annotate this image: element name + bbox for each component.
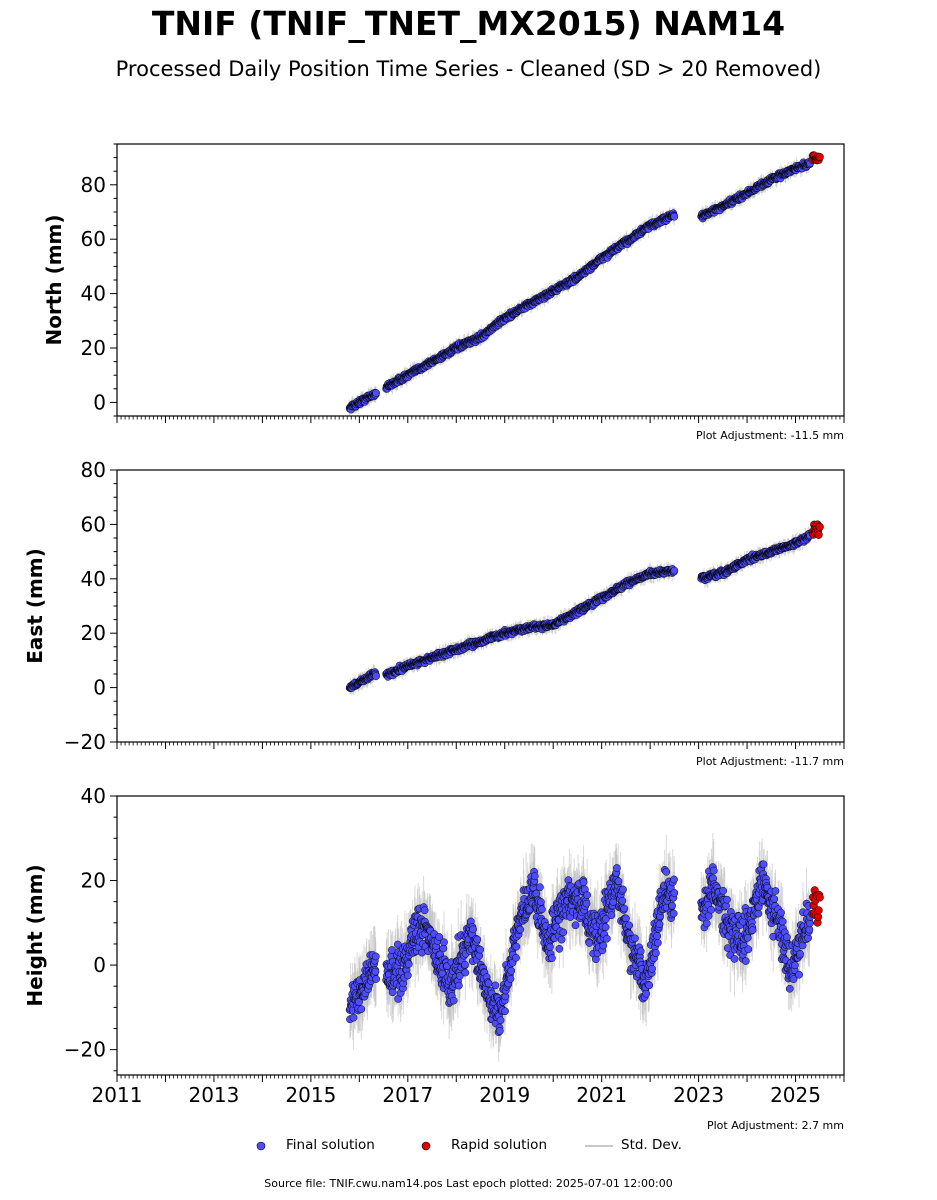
north-y-tick-label: 60 <box>81 227 106 251</box>
east-rapid-point <box>815 522 824 531</box>
north-rapid-point <box>815 152 824 162</box>
north-data-layer <box>345 151 824 416</box>
north-final-point <box>670 212 679 221</box>
north-y-tick-label: 40 <box>81 282 106 306</box>
east-final-point <box>372 672 380 680</box>
north-y-tick-label: 80 <box>81 173 106 197</box>
north-axes-frame <box>116 143 845 417</box>
east-rapid-point <box>814 530 823 539</box>
chart-title: TNIF (TNIF_TNET_MX2015) NAM14 <box>151 4 786 43</box>
north-y-axis-label: North (mm) <box>42 214 66 345</box>
east-axes-frame <box>116 469 845 743</box>
north-y-tick-label: 20 <box>81 336 106 360</box>
east-y-tick-label: 80 <box>81 458 106 482</box>
east-y-tick-label: −20 <box>64 730 106 754</box>
east-y-tick-label: 40 <box>81 567 106 591</box>
east-y-tick-label: 60 <box>81 512 106 536</box>
east-data-layer <box>345 520 824 696</box>
chart-subtitle: Processed Daily Position Time Series - C… <box>115 57 822 81</box>
north-panel: 0 20 40 60 80 North (mm) <box>42 143 845 423</box>
east-y-tick-label: 20 <box>81 621 106 645</box>
east-final-point <box>670 566 679 575</box>
north-final-point <box>372 389 380 397</box>
north-y-tick-label: 0 <box>93 390 106 414</box>
east-y-tick-label: 0 <box>93 676 106 700</box>
